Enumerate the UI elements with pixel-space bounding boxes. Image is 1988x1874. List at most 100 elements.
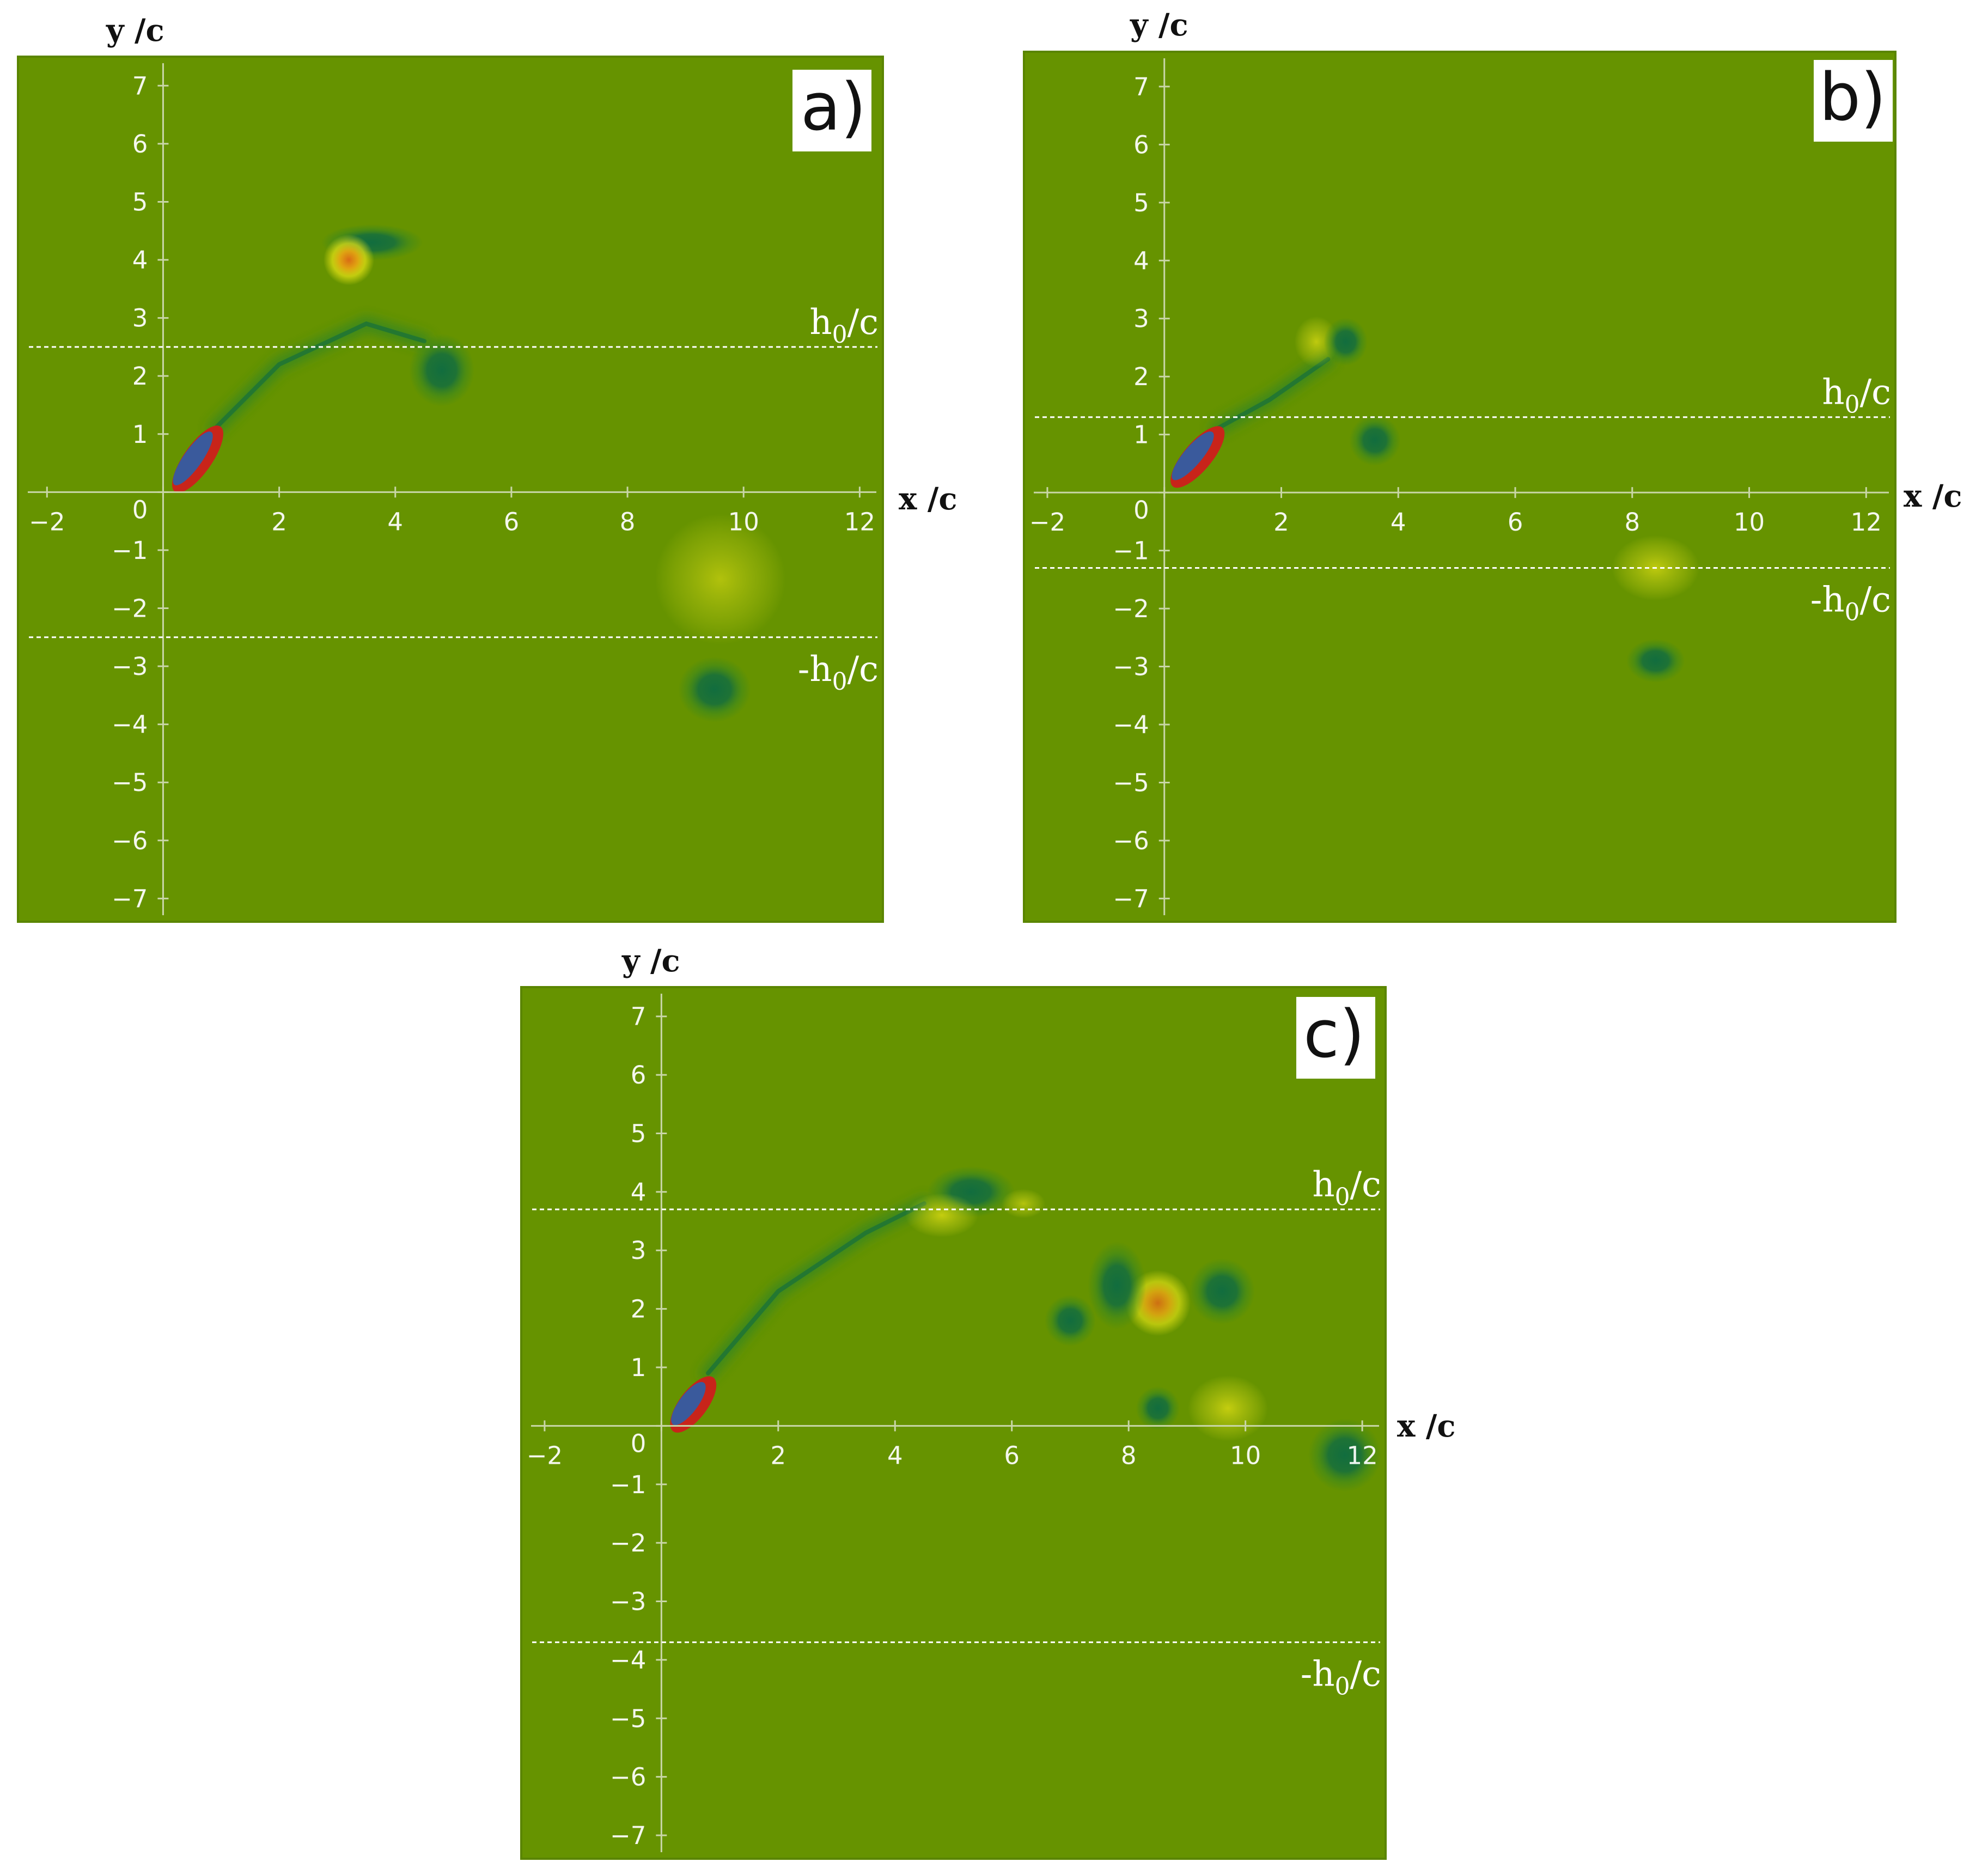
panel-c-label: c) [1303,997,1365,1073]
panel-a-label-box [792,70,871,151]
x-tick-label: 2 [271,507,287,536]
wake-shear-core [213,321,426,431]
y-tick-label: −7 [610,1821,646,1850]
panel-b-label-box [1814,60,1893,142]
x-tick-label: 2 [1273,508,1289,537]
positive-vortex [1187,1375,1269,1441]
y-tick-label: −5 [610,1704,646,1733]
x-tick-label: 12 [844,507,875,536]
panel-c: −2 2 4 6 8 10 1276543210−1−2−3−4−5−6−7h0/c-h0/… [520,943,1455,1860]
airfoil-blue-layer [1172,431,1214,480]
negative-vortex [1324,318,1368,366]
positive-vortex [323,234,375,285]
y-tick-label: 4 [1133,246,1149,275]
y-tick-label: −5 [112,768,148,797]
y-tick-label: −3 [1113,653,1149,682]
y-tick-label: 3 [631,1236,647,1265]
y-tick-label: 5 [1133,188,1149,217]
y-tick-label: 3 [132,304,148,333]
negative-vortex [678,656,751,722]
airfoil-blue-layer [671,1382,706,1425]
y-tick-label: −2 [112,594,148,623]
y-tick-label: −6 [1113,826,1149,855]
x-tick-label: −2 [29,507,65,536]
upper-amplitude-label: h0/c [809,302,879,349]
lower-amplitude-label: -h0/c [1810,580,1891,626]
y-tick-label: 7 [1133,72,1149,101]
x-tick-label: 12 [1851,508,1882,537]
y-tick-label: −5 [1113,768,1149,797]
y-tick-label: −1 [610,1470,646,1499]
y-tick-label: −6 [112,826,148,855]
airfoil-blue-layer [173,431,213,485]
upper-amplitude-label: h0/c [1312,1165,1381,1211]
negative-vortex [409,333,474,407]
y-tick-label: −2 [610,1529,646,1557]
y-tick-label: −3 [610,1587,646,1616]
x-tick-label: 6 [1508,508,1523,537]
negative-vortex [1308,1418,1381,1492]
y-tick-label: 6 [1133,130,1149,159]
y-tick-label: −6 [610,1763,646,1792]
lower-amplitude-label: -h0/c [798,649,879,696]
panel-b-x-axis-title: x /c [1904,478,1962,514]
wake-shear-core [706,1201,926,1376]
panel-a-field [17,56,884,923]
y-tick-label: 0 [631,1429,647,1458]
y-tick-label: −4 [1113,710,1149,739]
panel-c-x-axis-title: x /c [1397,1408,1455,1444]
negative-vortex [1045,1295,1096,1347]
negative-vortex [1136,1386,1180,1431]
panel-a: −2 2 4 6 8 10 1276543210−1−2−3−4−5−6−7h0/c-h0/… [17,13,957,923]
y-tick-label: 4 [631,1178,647,1207]
negative-vortex [1626,638,1685,683]
panel-c-label-box [1296,997,1375,1079]
y-tick-label: 5 [631,1119,647,1148]
y-tick-label: −2 [1113,594,1149,623]
lower-amplitude-label: -h0/c [1301,1654,1381,1701]
panel-a-plot: −2 2 4 6 8 10 1276543210−1−2−3−4−5−6−7h0/c-h0/… [28,63,879,915]
positive-vortex [905,1193,979,1238]
y-tick-label: 7 [132,71,148,100]
panel-a-y-axis-title: y /c [106,13,164,48]
x-tick-label: 6 [504,507,520,536]
airfoil [172,425,223,493]
y-tick-label: −1 [112,536,148,565]
panel-a-label: a) [801,70,866,145]
y-tick-label: 6 [132,130,148,159]
y-tick-label: 1 [631,1353,647,1382]
x-tick-label: 10 [1230,1441,1261,1470]
y-tick-label: 0 [132,495,148,524]
x-tick-label: 10 [1734,508,1765,537]
upper-amplitude-label: h0/c [1822,373,1891,419]
negative-vortex [1349,415,1401,466]
airfoil [1170,426,1225,488]
x-tick-label: 6 [1004,1441,1020,1470]
y-tick-label: 4 [132,246,148,275]
panel-b-plot: −2 2 4 6 8 10 1276543210−1−2−3−4−5−6−7h0/c-h0/… [1029,58,1891,915]
x-tick-label: 8 [620,507,636,536]
y-tick-label: 7 [631,1002,647,1031]
x-tick-label: 4 [387,507,403,536]
y-tick-label: −7 [112,884,148,913]
positive-vortex [655,514,786,645]
x-tick-label: −2 [1029,508,1065,537]
y-tick-label: 2 [1133,362,1149,391]
airfoil [670,1376,717,1433]
y-tick-label: −4 [112,710,148,739]
panel-b-field [1023,51,1896,923]
y-tick-label: 2 [631,1295,647,1324]
y-tick-label: 5 [132,187,148,216]
positive-vortex [1001,1189,1046,1219]
y-tick-label: 0 [1133,496,1149,525]
panel-b: −2 2 4 6 8 10 1276543210−1−2−3−4−5−6−7h0/c-h0/… [1023,7,1962,923]
panel-c-y-axis-title: y /c [621,943,680,979]
panel-b-label: b) [1819,60,1886,136]
x-tick-label: −2 [527,1441,563,1470]
x-tick-label: 4 [887,1441,903,1470]
panel-c-plot: −2 2 4 6 8 10 1276543210−1−2−3−4−5−6−7h0/c-h0/… [527,994,1381,1852]
x-tick-label: 8 [1624,508,1640,537]
y-tick-label: −4 [610,1646,646,1675]
negative-vortex [1088,1242,1147,1330]
